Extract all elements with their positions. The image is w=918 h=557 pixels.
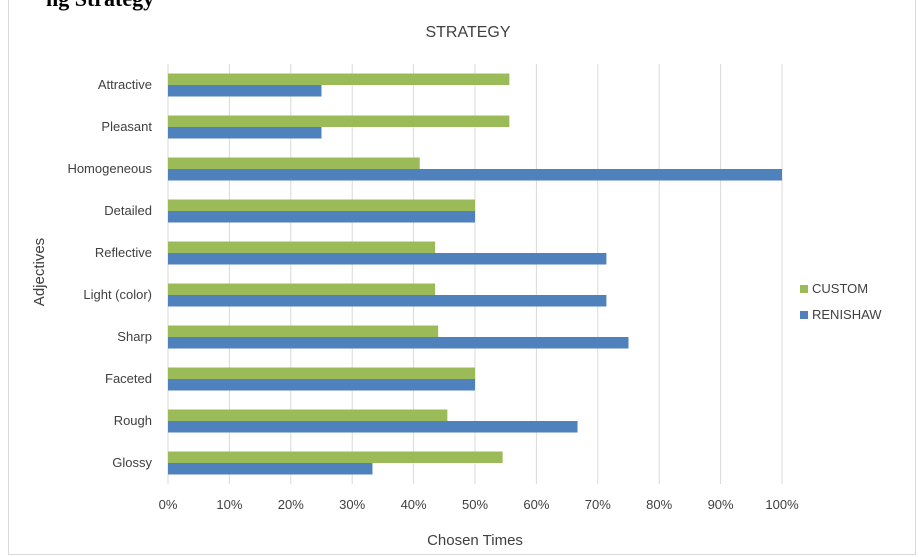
bar-custom bbox=[168, 283, 436, 295]
bar-renishaw bbox=[168, 127, 322, 139]
bar-renishaw bbox=[168, 253, 607, 265]
legend-swatch bbox=[800, 285, 808, 293]
x-tick-label: 0% bbox=[159, 497, 178, 512]
x-axis-title: Chosen Times bbox=[427, 532, 523, 549]
x-tick-label: 80% bbox=[646, 497, 672, 512]
category-label: Light (color) bbox=[83, 287, 152, 302]
bars bbox=[168, 73, 782, 475]
legend: CUSTOM RENISHAW bbox=[800, 281, 882, 322]
chart-title: STRATEGY bbox=[425, 24, 510, 41]
legend-label: RENISHAW bbox=[812, 307, 882, 322]
x-tick-label: 10% bbox=[216, 497, 242, 512]
legend-swatch bbox=[800, 311, 808, 319]
y-axis-title: Adjectives bbox=[31, 238, 48, 306]
bar-custom bbox=[168, 367, 475, 379]
x-tick-label: 100% bbox=[765, 497, 799, 512]
bar-renishaw bbox=[168, 463, 373, 475]
category-label: Attractive bbox=[98, 77, 152, 92]
bar-custom bbox=[168, 157, 420, 169]
x-tick-label: 40% bbox=[401, 497, 427, 512]
legend-label: CUSTOM bbox=[812, 281, 868, 296]
category-label: Pleasant bbox=[101, 119, 152, 134]
bar-custom bbox=[168, 325, 439, 337]
x-tick-label: 30% bbox=[339, 497, 365, 512]
chart-frame bbox=[8, 0, 916, 555]
bar-custom bbox=[168, 451, 503, 463]
bar-renishaw bbox=[168, 211, 475, 223]
bar-renishaw bbox=[168, 379, 475, 391]
bar-custom bbox=[168, 115, 510, 127]
bar-renishaw bbox=[168, 85, 322, 97]
x-tick-labels: 0% 10% 20% 30% 40% 50% 60% 70% 80% 90% 100% bbox=[159, 497, 799, 512]
bar-renishaw bbox=[168, 295, 607, 307]
category-label: Sharp bbox=[117, 329, 152, 344]
x-tick-label: 70% bbox=[585, 497, 611, 512]
category-label: Reflective bbox=[95, 245, 152, 260]
bar-renishaw bbox=[168, 337, 629, 349]
x-tick-label: 90% bbox=[708, 497, 734, 512]
bar-custom bbox=[168, 241, 436, 253]
category-label: Glossy bbox=[112, 455, 152, 470]
x-tick-label: 50% bbox=[462, 497, 488, 512]
category-label: Faceted bbox=[105, 371, 152, 386]
bar-custom bbox=[168, 409, 448, 421]
category-label: Rough bbox=[114, 413, 152, 428]
x-tick-label: 20% bbox=[278, 497, 304, 512]
bar-custom bbox=[168, 73, 510, 85]
cut-off-section-heading: ng Strategy bbox=[46, 0, 154, 12]
bar-renishaw bbox=[168, 169, 782, 181]
bar-custom bbox=[168, 199, 475, 211]
category-label: Homogeneous bbox=[67, 161, 152, 176]
x-tick-label: 60% bbox=[523, 497, 549, 512]
category-labels: Attractive Pleasant Homogeneous Detailed Ref… bbox=[67, 77, 152, 470]
category-label: Detailed bbox=[104, 203, 152, 218]
bar-renishaw bbox=[168, 421, 578, 433]
